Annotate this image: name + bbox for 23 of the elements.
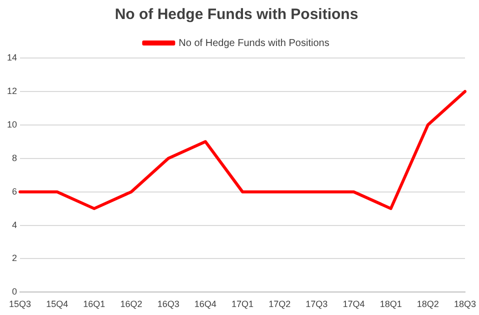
y-tick-label: 4 <box>12 220 18 230</box>
x-tick-label: 16Q4 <box>194 299 216 310</box>
y-tick-label: 8 <box>12 152 18 163</box>
x-tick-label: 17Q2 <box>268 299 291 310</box>
x-tick-label: 16Q1 <box>83 299 106 310</box>
x-tick-label: 15Q3 <box>8 299 32 310</box>
x-tick-label: 18Q1 <box>380 299 402 310</box>
x-tick-label: 17Q3 <box>306 299 328 310</box>
chart-title: No of Hedge Funds with Positions <box>114 6 358 24</box>
y-tick-label: 14 <box>6 52 18 62</box>
y-tick-label: 6 <box>12 186 18 196</box>
y-tick-label: 12 <box>6 86 18 96</box>
x-tick-label: 17Q1 <box>231 299 254 310</box>
x-tick-label: 16Q3 <box>157 299 180 310</box>
legend-label: No of Hedge Funds with Positions <box>178 38 330 49</box>
x-tick-label: 18Q2 <box>416 299 439 310</box>
x-tick-label: 15Q4 <box>46 299 68 310</box>
x-tick-label: 16Q2 <box>120 299 142 310</box>
x-tick-label: 17Q4 <box>342 299 365 310</box>
x-tick-label: 18Q3 <box>454 299 476 310</box>
y-tick-label: 10 <box>6 119 18 130</box>
y-tick-label: 2 <box>12 253 18 264</box>
y-tick-label: 0 <box>12 286 18 297</box>
